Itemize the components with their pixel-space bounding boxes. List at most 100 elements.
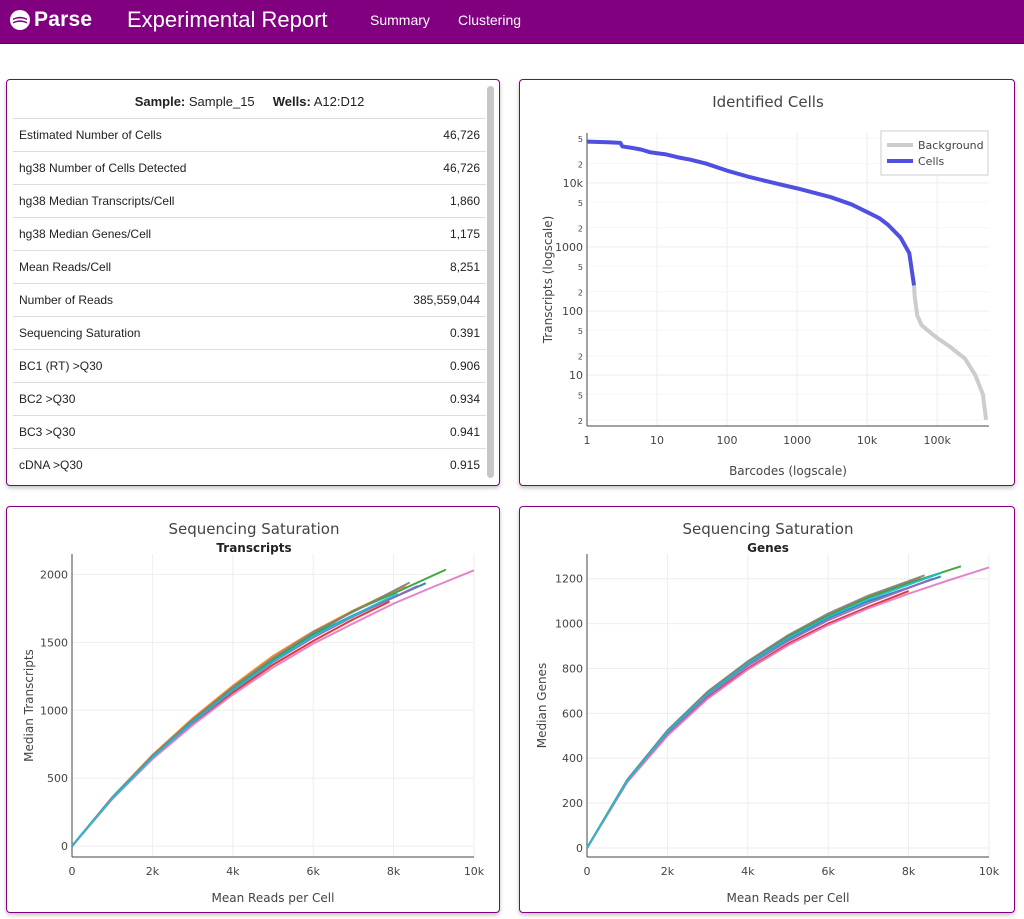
- metric-label: hg38 Number of Cells Detected: [13, 151, 342, 185]
- legend-label: Background: [918, 139, 984, 152]
- x-tick-label: 8k: [387, 865, 401, 878]
- series-line: [586, 139, 916, 286]
- wells-value: A12:D12: [313, 94, 365, 109]
- metric-label: BC2 >Q30: [13, 382, 342, 416]
- wells-label: Wells:: [272, 94, 311, 109]
- legend-box: [880, 130, 989, 176]
- nav-link-summary[interactable]: Summary: [370, 12, 430, 28]
- saturation-transcripts-chart: Sequencing Saturation Transcripts 0 2k 4k 6k 8…: [22, 520, 485, 905]
- x-tick-label: 0: [69, 865, 76, 878]
- chart-title: Identified Cells: [712, 93, 824, 111]
- metric-row: BC3 >Q30 0.941: [13, 415, 486, 449]
- series-line: [586, 565, 962, 849]
- scrollbar[interactable]: [487, 86, 494, 478]
- chart-title: Sequencing Saturation: [169, 520, 340, 538]
- series-line: [586, 572, 942, 849]
- legend-label: Cells: [918, 155, 945, 168]
- y-tick-label: 0: [61, 840, 68, 853]
- metric-row: hg38 Median Genes/Cell 1,175: [13, 217, 486, 251]
- y-tick-label: 2: [578, 161, 583, 170]
- series-line: [71, 569, 475, 847]
- metric-value: 8,251: [341, 250, 486, 284]
- metrics-table: Estimated Number of Cells 46,726 hg38 Numb…: [13, 118, 486, 482]
- y-tick-label: 600: [562, 707, 583, 720]
- x-axis-label: Mean Reads per Cell: [212, 891, 335, 905]
- y-tick-label: 1000: [40, 704, 68, 717]
- x-tick-label: 1000: [783, 434, 811, 447]
- nav-link-clustering[interactable]: Clustering: [458, 12, 522, 28]
- chart-title: Sequencing Saturation: [683, 520, 854, 538]
- series-line: [71, 585, 419, 847]
- x-tick-label: 1: [584, 434, 591, 447]
- y-tick-label: 2: [578, 289, 583, 298]
- identified-cells-panel: Identified Cells 1 10 100 1000 10k 100k 2 5 10 2 5 1…: [519, 79, 1015, 486]
- identified-cells-chart: Identified Cells 1 10 100 1000 10k 100k 2 5 10 2 5 1…: [541, 93, 989, 478]
- x-tick-label: 10: [650, 434, 664, 447]
- series-line: [71, 581, 411, 847]
- series-line: [586, 575, 942, 849]
- x-axis-label: Barcodes (logscale): [729, 464, 847, 478]
- series-line: [71, 600, 391, 847]
- y-tick-label: 2: [578, 353, 583, 362]
- sample-header: Sample: Sample_15 Wells: A12:D12: [7, 94, 492, 109]
- y-tick-label: 1200: [555, 573, 583, 586]
- top-navbar: Parse Experimental Report Summary Cluste…: [0, 0, 1024, 44]
- metric-label: Estimated Number of Cells: [13, 118, 342, 152]
- saturation-transcripts-panel: Sequencing Saturation Transcripts 0 2k 4k 6k 8…: [6, 506, 500, 913]
- series-line: [586, 574, 926, 849]
- y-tick-label: 2: [578, 417, 583, 426]
- parse-logo[interactable]: Parse: [8, 8, 92, 32]
- x-tick-label: 10k: [857, 434, 878, 447]
- metric-value: 1,175: [341, 217, 486, 251]
- metric-value: 0.391: [341, 316, 486, 350]
- metric-label: cDNA >Q30: [13, 448, 342, 482]
- y-tick-label: 100: [562, 305, 583, 318]
- y-tick-label: 200: [562, 797, 583, 810]
- logo-text: Parse: [34, 8, 93, 31]
- chart-subtitle: Genes: [747, 541, 789, 555]
- series-line: [586, 566, 990, 849]
- x-tick-label: 6k: [822, 865, 836, 878]
- metric-value: 0.934: [341, 382, 486, 416]
- metric-label: Number of Reads: [13, 283, 342, 317]
- x-tick-label: 2k: [661, 865, 675, 878]
- y-tick-label: 1000: [555, 618, 583, 631]
- x-tick-label: 6k: [307, 865, 321, 878]
- y-axis-label: Median Transcripts: [22, 649, 36, 762]
- x-tick-label: 4k: [741, 865, 755, 878]
- metric-row: BC1 (RT) >Q30 0.906: [13, 349, 486, 383]
- metric-value: 46,726: [341, 118, 486, 152]
- series-line: [71, 585, 407, 847]
- metric-row: Number of Reads 385,559,044: [13, 283, 486, 317]
- y-tick-label: 800: [562, 662, 583, 675]
- metric-value: 0.941: [341, 415, 486, 449]
- metric-value: 0.915: [341, 448, 486, 482]
- metric-label: hg38 Median Transcripts/Cell: [13, 184, 342, 218]
- series-line: [71, 582, 427, 847]
- metric-row: cDNA >Q30 0.915: [13, 448, 486, 482]
- y-tick-label: 0: [576, 842, 583, 855]
- y-tick-label: 10: [569, 369, 583, 382]
- metric-row: Mean Reads/Cell 8,251: [13, 250, 486, 284]
- x-tick-label: 10k: [464, 865, 485, 878]
- y-tick-label: 2: [578, 225, 583, 234]
- metric-label: Sequencing Saturation: [13, 316, 342, 350]
- series-line: [71, 568, 447, 847]
- metric-label: Mean Reads/Cell: [13, 250, 342, 284]
- y-tick-label: 1500: [40, 636, 68, 649]
- metric-value: 385,559,044: [341, 283, 486, 317]
- x-tick-label: 100: [717, 434, 738, 447]
- report-title: Experimental Report: [127, 7, 328, 32]
- y-tick-label: 5: [578, 391, 583, 400]
- metric-row: Sequencing Saturation 0.391: [13, 316, 486, 350]
- metric-row: BC2 >Q30 0.934: [13, 382, 486, 416]
- y-tick-label: 10k: [563, 177, 584, 190]
- y-tick-label: 5: [578, 327, 583, 336]
- x-tick-label: 100k: [923, 434, 951, 447]
- y-axis-label: Transcripts (logscale): [541, 216, 555, 345]
- y-tick-label: 500: [47, 772, 68, 785]
- metric-label: BC3 >Q30: [13, 415, 342, 449]
- saturation-genes-panel: Sequencing Saturation Genes 0 2k 4k 6k 8k 10k 0 2…: [519, 506, 1015, 913]
- metric-row: Estimated Number of Cells 46,726: [13, 118, 486, 152]
- y-axis-label: Median Genes: [535, 663, 549, 748]
